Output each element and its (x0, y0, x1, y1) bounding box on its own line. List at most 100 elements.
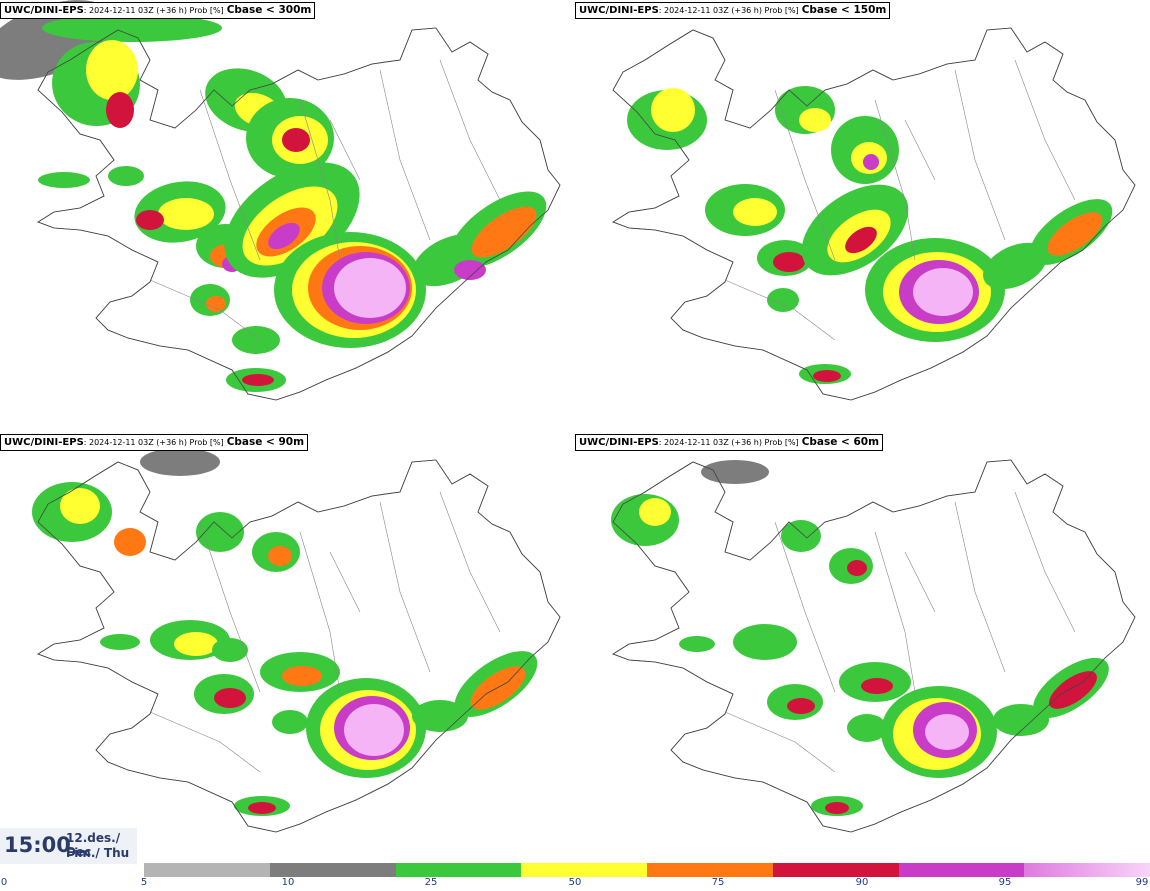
region-boundary (439, 59, 501, 201)
probability-area (825, 802, 849, 814)
probability-area (196, 512, 244, 552)
probability-shading (611, 460, 1109, 816)
coastline (612, 27, 1136, 401)
region-boundary (299, 99, 341, 261)
probability-area (1047, 212, 1103, 256)
panel-title: UWC/DINI-EPS: 2024-12-11 03Z (+36 h) Pro… (575, 434, 884, 451)
probability-area (212, 638, 248, 662)
probability-area (787, 698, 815, 714)
probability-area (282, 128, 310, 152)
probability-area (454, 260, 486, 280)
panel-title: UWC/DINI-EPS: 2024-12-11 03Z (+36 h) Pro… (0, 434, 309, 451)
probability-area (232, 326, 280, 354)
probability-area (60, 488, 100, 524)
probability-area (847, 560, 867, 576)
panel-title: UWC/DINI-EPS: 2024-12-11 03Z (+36 h) Pro… (575, 2, 891, 19)
probability-area (925, 714, 969, 750)
legend-tick-label: 5 (140, 877, 148, 888)
region-boundary (954, 69, 1006, 241)
legend-color-band (395, 863, 522, 877)
region-boundary (774, 521, 836, 693)
probability-area (136, 210, 164, 230)
probability-area (913, 268, 973, 316)
probability-area (214, 688, 246, 708)
probability-area (106, 92, 134, 128)
legend-tick-label: 0 (0, 877, 8, 888)
legend-color-band (521, 863, 647, 877)
panel-source: UWC/DINI-EPS (4, 437, 84, 448)
map-panel-1: UWC/DINI-EPS: 2024-12-11 03Z (+36 h) Pro… (0, 0, 575, 432)
probability-area (272, 710, 308, 734)
probability-area (847, 714, 887, 742)
panel-threshold: Cbase < 300m (226, 4, 312, 16)
probability-area (470, 666, 526, 710)
legend-color-band (772, 863, 899, 877)
probability-area (651, 88, 695, 132)
legend-tick-label: 90 (855, 877, 869, 888)
region-boundary (874, 531, 916, 693)
valid-date: 12.des./ Dec (66, 831, 121, 859)
probability-area (268, 546, 292, 566)
legend-tick-label: 99 (1135, 877, 1149, 888)
probability-area (799, 108, 831, 132)
region-boundary (329, 551, 361, 613)
region-boundary (439, 491, 501, 633)
panel-title: UWC/DINI-EPS: 2024-12-11 03Z (+36 h) Pro… (0, 2, 316, 19)
probability-map (0, 0, 561, 401)
probability-shading (627, 86, 1113, 384)
legend-tick-label: 25 (424, 877, 438, 888)
region-boundary (379, 69, 431, 241)
probability-area (242, 374, 274, 386)
valid-time: 15:00 (4, 833, 71, 857)
legend-tick-label: 50 (568, 877, 582, 888)
panel-run-info: : 2024-12-11 03Z (+36 h) Prob [%] (658, 438, 799, 447)
legend-color-band (1024, 863, 1150, 877)
probability-area (863, 154, 879, 170)
probability-area (38, 172, 90, 188)
legend-color-band (898, 863, 1025, 877)
probability-shading (32, 448, 538, 816)
coastline (37, 27, 561, 401)
region-boundary (724, 711, 836, 773)
probability-area (639, 498, 671, 526)
probability-area (845, 226, 877, 254)
region-boundary (329, 119, 361, 181)
region-boundary (149, 711, 261, 773)
panel-threshold: Cbase < 60m (801, 436, 880, 448)
coastline (37, 459, 561, 833)
probability-area (158, 198, 214, 230)
probability-area (100, 634, 140, 650)
panel-source: UWC/DINI-EPS (4, 5, 84, 16)
probability-area (268, 222, 300, 250)
legend-tick-label: 75 (711, 877, 725, 888)
region-boundary (904, 551, 936, 613)
panel-run-info: : 2024-12-11 03Z (+36 h) Prob [%] (83, 438, 224, 447)
legend-color-band (647, 863, 773, 877)
probability-map (611, 459, 1136, 833)
panel-threshold: Cbase < 90m (226, 436, 305, 448)
region-boundary (724, 279, 836, 341)
panel-run-info: : 2024-12-11 03Z (+36 h) Prob [%] (83, 6, 224, 15)
coastline (612, 459, 1136, 833)
probability-area (733, 198, 777, 226)
map-panel-4: UWC/DINI-EPS: 2024-12-11 03Z (+36 h) Pro… (575, 432, 1150, 864)
region-boundary (874, 99, 916, 261)
legend-tick-label: 10 (281, 877, 295, 888)
probability-area (781, 520, 821, 552)
legend-color-band (144, 863, 270, 877)
region-boundary (299, 531, 341, 693)
region-boundary (199, 89, 261, 261)
probability-area (701, 460, 769, 484)
probability-area (334, 258, 406, 318)
probability-area (412, 700, 468, 732)
region-boundary (379, 501, 431, 673)
probability-area (282, 666, 322, 686)
probability-area (140, 448, 220, 476)
legend-color-band (269, 863, 396, 877)
probability-area (42, 14, 222, 42)
region-boundary (954, 501, 1006, 673)
region-boundary (1014, 491, 1076, 633)
probability-map (32, 448, 561, 833)
probability-area (733, 624, 797, 660)
probability-area (344, 704, 404, 756)
